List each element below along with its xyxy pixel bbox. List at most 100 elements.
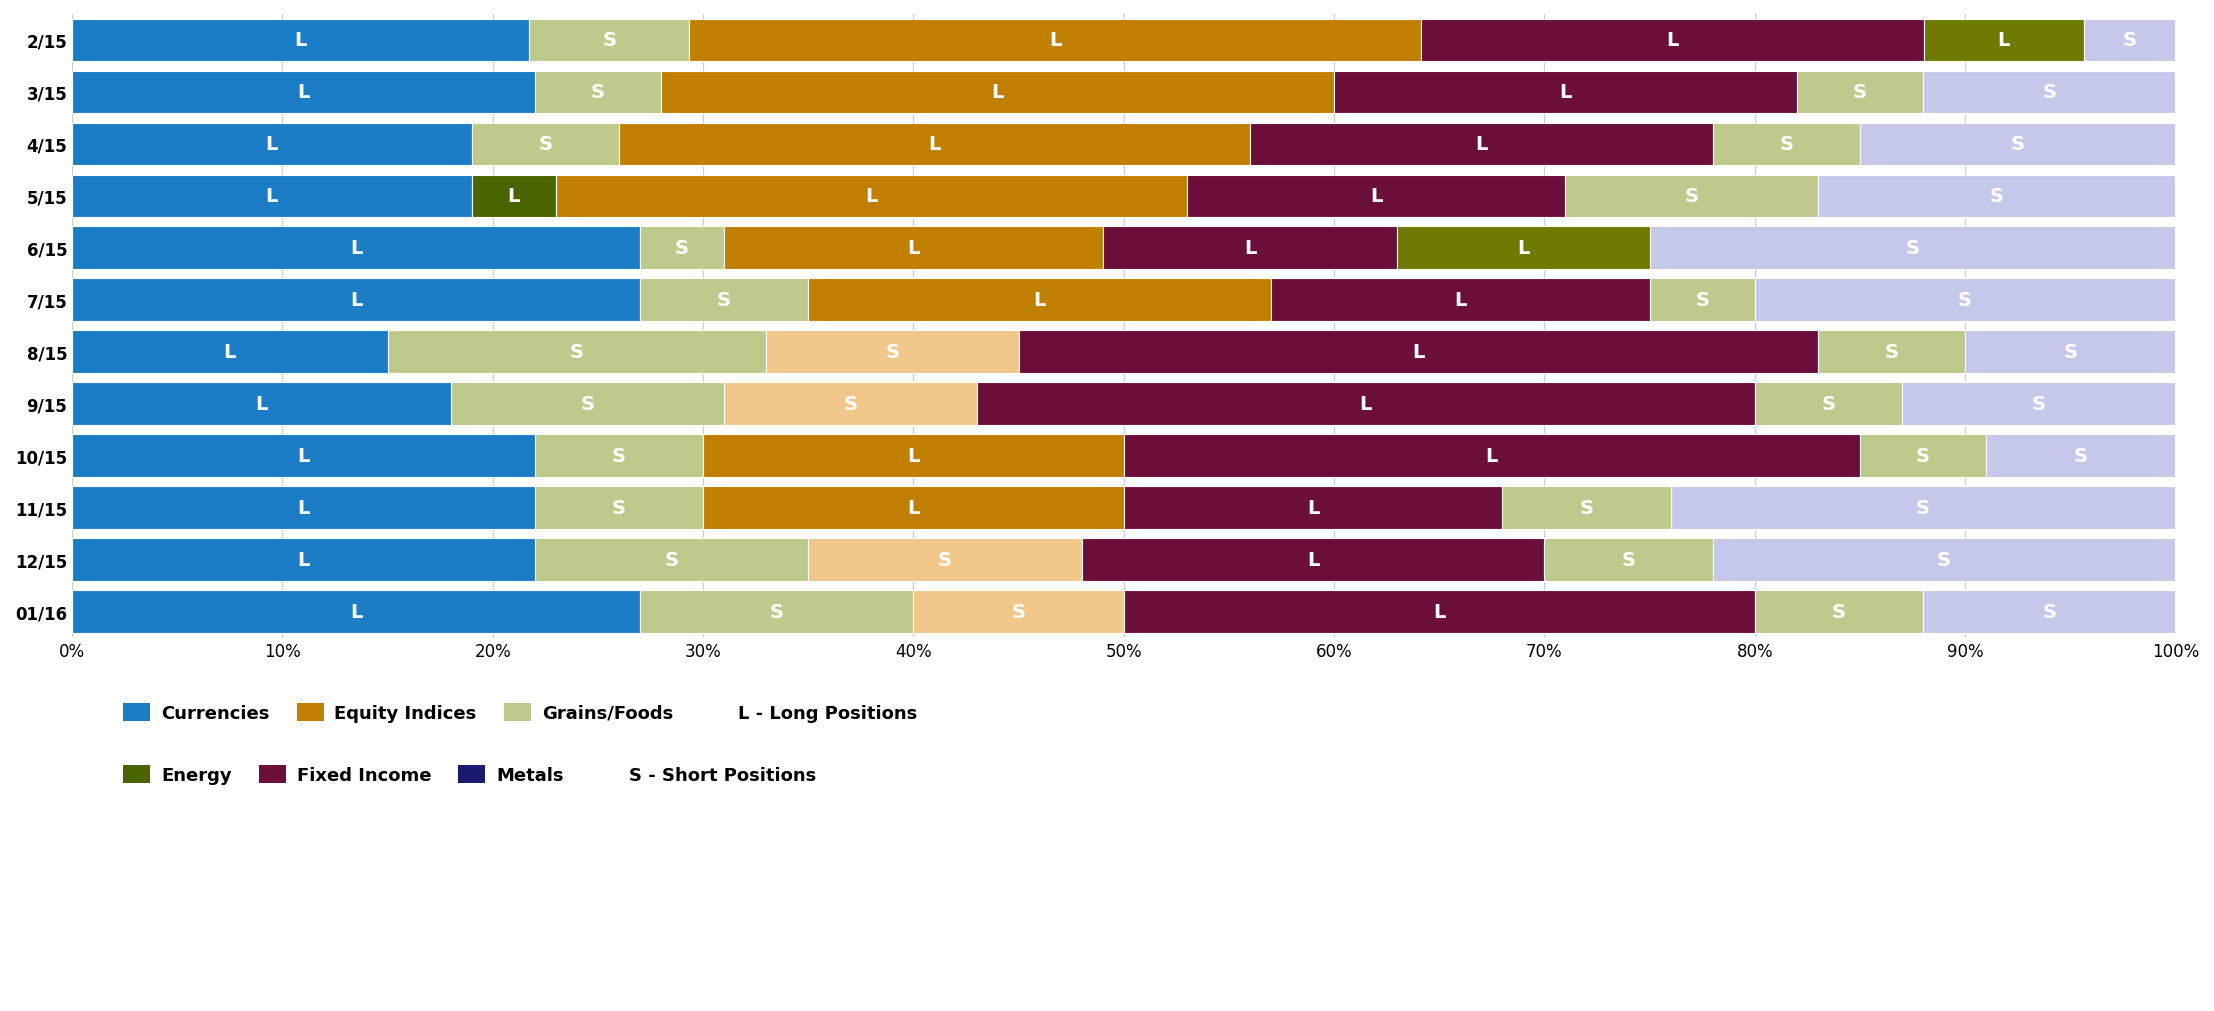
Text: S: S [664,550,677,569]
Bar [73,486,536,530]
Text: S: S [1012,603,1025,622]
Text: S: S [1957,291,1973,310]
Bar [1565,175,1818,218]
Text: L: L [294,31,308,51]
Legend: Energy, Fixed Income, Metals, S - Short Positions: Energy, Fixed Income, Metals, S - Short … [124,765,817,785]
Text: S: S [1780,135,1793,155]
Bar [536,435,704,477]
Text: L: L [224,343,237,362]
Bar [640,227,724,270]
Text: L: L [1370,187,1382,206]
Bar [73,19,529,63]
Bar [808,539,1083,581]
Bar [1649,227,2176,270]
Text: S: S [886,343,899,362]
Text: L: L [1413,343,1424,362]
Text: L: L [866,187,877,206]
Bar [472,175,556,218]
Text: L: L [1034,291,1045,310]
Text: L: L [1049,31,1061,51]
Bar [1672,486,2176,530]
Bar [1924,72,2176,114]
Bar [1860,435,1986,477]
Bar [536,486,704,530]
Text: L: L [1432,603,1446,622]
Bar [766,331,1018,374]
Text: S: S [675,239,689,258]
Bar [1251,123,1714,166]
Text: L: L [928,135,941,155]
Text: L: L [255,394,268,413]
Bar [1125,590,1756,633]
Bar [1756,383,1902,426]
Text: S: S [1915,498,1931,518]
Text: S: S [580,394,593,413]
Bar [1125,486,1503,530]
Bar [1714,539,2176,581]
Text: L: L [1517,239,1530,258]
Text: S: S [602,31,615,51]
Text: L: L [297,83,310,102]
Bar [1902,383,2176,426]
Text: L: L [1559,83,1572,102]
Bar [1756,279,2176,321]
Text: L: L [350,239,363,258]
Text: L: L [908,498,919,518]
Bar [73,331,387,374]
Bar [640,590,914,633]
Bar [73,590,640,633]
Text: S: S [2041,83,2057,102]
Bar [73,227,640,270]
Text: S: S [1937,550,1951,569]
Bar [808,279,1271,321]
Text: S: S [1853,83,1866,102]
Text: S: S [717,291,731,310]
Text: L: L [1455,291,1466,310]
Bar [1756,590,1924,633]
Bar [689,19,1421,63]
Text: S: S [611,498,627,518]
Text: S: S [569,343,584,362]
Text: S: S [2063,343,2077,362]
Bar [73,383,452,426]
Bar [1545,539,1714,581]
Text: S: S [1831,603,1846,622]
Bar [1187,175,1565,218]
Bar [1818,331,1966,374]
Bar [73,435,536,477]
Bar [914,590,1125,633]
Bar [1649,279,1756,321]
Text: S: S [939,550,952,569]
Bar [976,383,1756,426]
Text: S: S [1696,291,1709,310]
Text: L: L [1306,550,1320,569]
Bar [1818,175,2176,218]
Text: S: S [1915,447,1931,466]
Bar [1083,539,1545,581]
Bar [724,227,1103,270]
Bar [452,383,724,426]
Text: S: S [2010,135,2024,155]
Text: S: S [1990,187,2004,206]
Bar [1798,72,1924,114]
Bar [1924,590,2176,633]
Bar [73,123,472,166]
Text: S: S [1906,239,1920,258]
Text: L: L [1997,31,2010,51]
Bar [1397,227,1649,270]
Text: L: L [350,603,363,622]
Text: L: L [297,550,310,569]
Text: L: L [908,447,919,466]
Bar [1966,331,2176,374]
Text: L: L [297,498,310,518]
Bar [1924,19,2083,63]
Text: L: L [266,187,279,206]
Bar [472,123,620,166]
Text: S: S [1884,343,1897,362]
Bar [1421,19,1924,63]
Bar [536,539,808,581]
Bar [1125,435,1860,477]
Bar [73,175,472,218]
Bar [1271,279,1649,321]
Text: S: S [1579,498,1594,518]
